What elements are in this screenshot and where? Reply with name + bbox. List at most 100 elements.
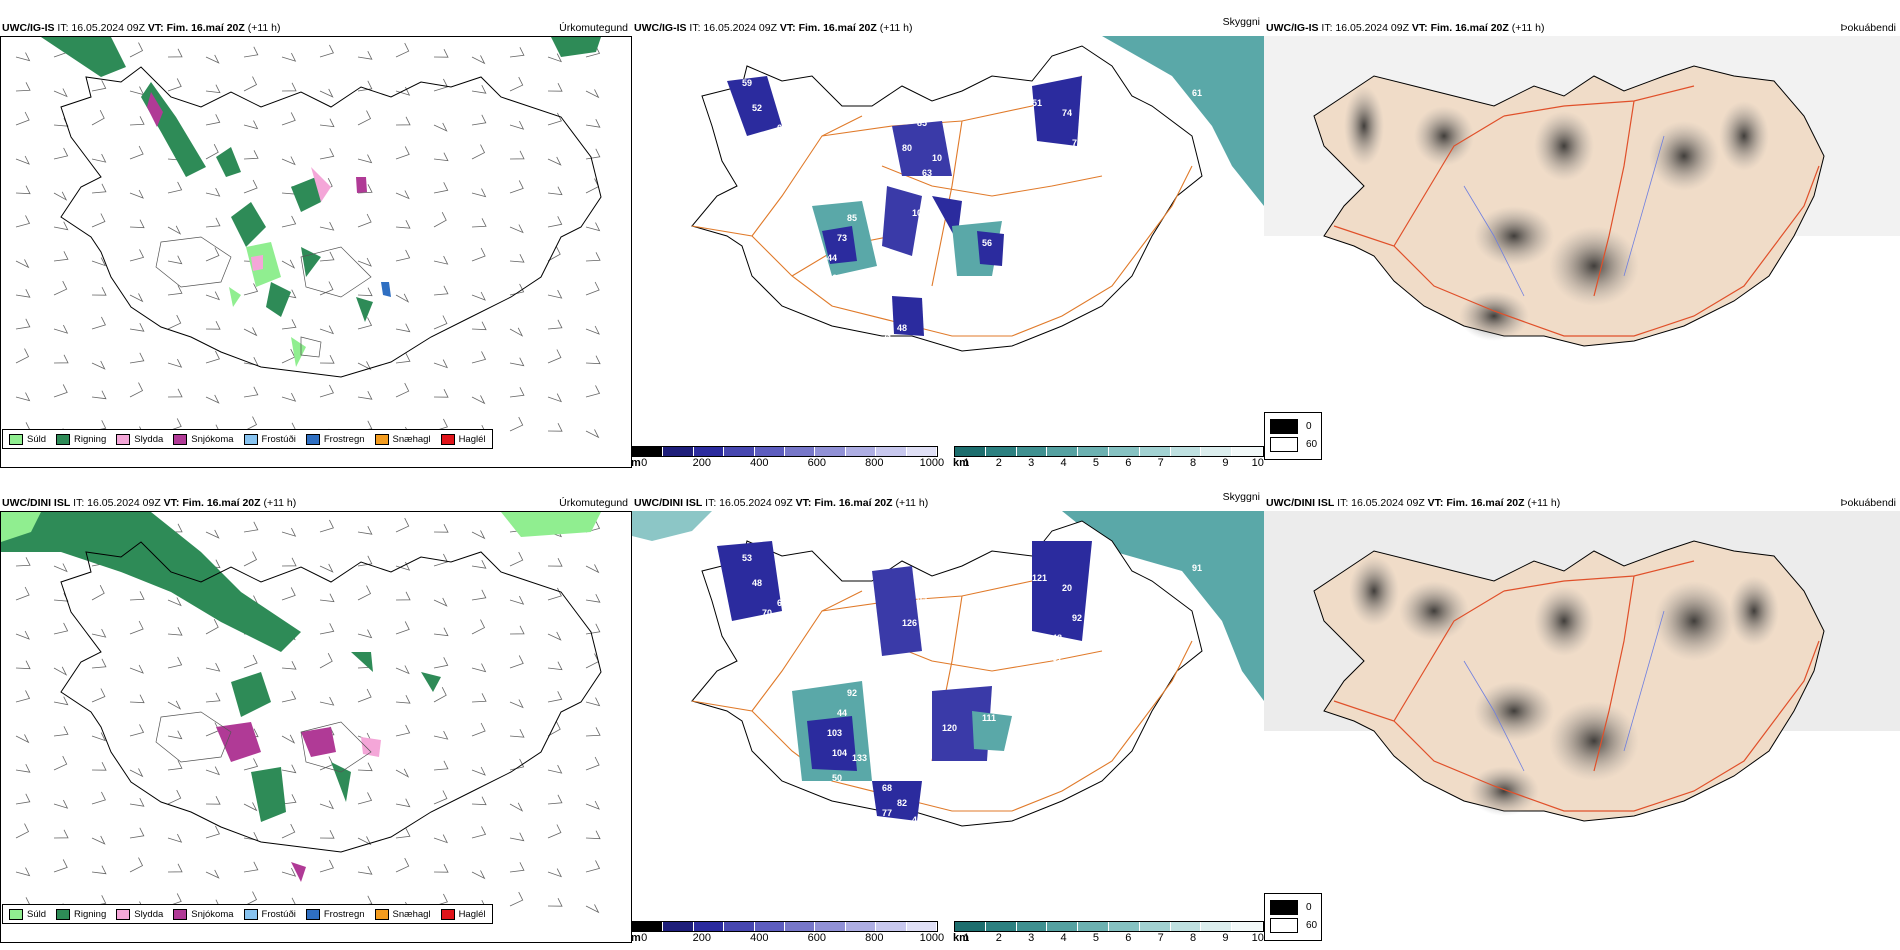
panel-title: Úrkomutegund bbox=[559, 22, 628, 34]
wind-barb bbox=[509, 224, 524, 234]
wind-barb bbox=[91, 360, 106, 370]
wind-barb bbox=[509, 655, 524, 669]
colorbar-segment bbox=[985, 447, 1017, 456]
fog-map bbox=[1264, 36, 1900, 446]
legend-swatch bbox=[56, 433, 71, 445]
wind-barb bbox=[547, 216, 563, 228]
wind-barb bbox=[205, 114, 221, 126]
colorbar-segment bbox=[754, 922, 786, 931]
colorbar-tick-label: 7 bbox=[1157, 932, 1164, 944]
wind-barb bbox=[585, 697, 601, 707]
wind-barb bbox=[547, 156, 562, 166]
visibility-value-label: 71 bbox=[882, 308, 892, 318]
visibility-value-label: 100 bbox=[912, 208, 927, 218]
wind-barb bbox=[357, 762, 373, 772]
legend-item-snaehagl: Snæhagl bbox=[374, 908, 431, 920]
wind-barb bbox=[91, 316, 106, 330]
legend-swatch bbox=[116, 433, 131, 445]
wind-barb bbox=[547, 868, 562, 878]
wind-barb bbox=[547, 83, 563, 92]
visibility-map: 53 48 70 68 94 92 78 92 44 108 93 120 111 103 104 133 50… bbox=[632, 511, 1264, 921]
colorbar-unit: m bbox=[631, 457, 641, 469]
wind-barb bbox=[281, 52, 297, 62]
legend-label: Frostúði bbox=[261, 908, 296, 920]
wind-barb bbox=[433, 687, 447, 703]
wind-barb bbox=[91, 153, 107, 163]
precip-type-panel: UWC/IG-IS IT: 16.05.2024 09Z VT: Fim. 16… bbox=[0, 14, 632, 472]
wind-barb bbox=[471, 55, 486, 65]
wind-barb bbox=[357, 287, 373, 297]
wind-barb bbox=[281, 259, 296, 269]
wind-barb bbox=[395, 146, 410, 160]
precip-legend: Súld Rigning Slydda Snjókoma Frostúði Fr… bbox=[2, 429, 493, 449]
init-time: IT: 16.05.2024 09Z bbox=[689, 22, 777, 34]
fog-panel: UWC/IG-IS IT: 16.05.2024 09Z VT: Fim. 16… bbox=[1264, 14, 1900, 472]
legend-item-frostregn: Frostregn bbox=[305, 433, 365, 445]
colorbar-tick-label: 5 bbox=[1092, 932, 1099, 944]
sea-fog-area bbox=[1102, 36, 1264, 206]
legend-item-rigning: Rigning bbox=[56, 908, 106, 920]
colorbar-segment bbox=[1139, 922, 1171, 931]
wind-barb bbox=[395, 323, 411, 333]
wind-barb bbox=[319, 88, 334, 98]
colorbar-segment bbox=[1047, 922, 1079, 931]
colorbar-segment bbox=[1201, 447, 1233, 456]
wind-barb bbox=[547, 349, 562, 364]
wind-barb bbox=[281, 348, 296, 364]
legend-label: Slydda bbox=[134, 433, 164, 445]
wind-barb bbox=[433, 834, 448, 844]
wind-barb bbox=[319, 830, 335, 839]
fog-shading bbox=[1349, 556, 1779, 816]
wind-barb bbox=[585, 860, 601, 873]
colorbar-tick-label: 400 bbox=[750, 457, 769, 469]
wind-barb bbox=[53, 696, 69, 706]
wind-barb bbox=[129, 857, 144, 873]
visibility-value-label: 93 bbox=[912, 683, 922, 693]
colorbar-tick-label: 2 bbox=[995, 932, 1002, 944]
legend-swatch bbox=[243, 433, 258, 445]
wind-barb bbox=[471, 85, 487, 94]
wind-barb bbox=[53, 563, 68, 573]
fog-swatch bbox=[1270, 419, 1298, 434]
visibility-colorbar: km 1 2 3 4 5 6 7 8 9 10 bbox=[953, 446, 1264, 469]
visibility-value-label: 53 bbox=[742, 553, 752, 563]
wind-barb bbox=[129, 219, 145, 229]
wind-barb bbox=[471, 188, 487, 198]
model-name: UWC/DINI ISL bbox=[1266, 497, 1335, 509]
wind-barb bbox=[15, 289, 31, 298]
wind-barb bbox=[15, 660, 31, 670]
wind-barb bbox=[509, 387, 525, 398]
valid-time: VT: Fim. 16.maí 20Z bbox=[779, 22, 877, 34]
height-colorbar-strip bbox=[632, 921, 938, 932]
wind-barb bbox=[547, 794, 563, 805]
visibility-value-label: 126 bbox=[902, 618, 917, 628]
wind-barb bbox=[319, 519, 334, 533]
colorbar-segment bbox=[1201, 922, 1233, 931]
legend-swatch bbox=[9, 433, 23, 445]
colorbar-tick-label: 3 bbox=[1028, 932, 1035, 944]
wind-barb bbox=[471, 291, 486, 301]
wind-barb bbox=[129, 827, 145, 839]
visibility-colorbar: km 1 2 3 4 5 6 7 8 9 10 bbox=[953, 921, 1264, 944]
wind-barb bbox=[547, 558, 563, 567]
wind-barb bbox=[585, 429, 600, 439]
wind-barb bbox=[243, 150, 259, 160]
wind-barb bbox=[395, 798, 411, 808]
wind-barb bbox=[167, 225, 182, 235]
wind-barb bbox=[167, 388, 183, 398]
wind-barb bbox=[585, 385, 601, 398]
wind-barb bbox=[433, 49, 449, 58]
wind-barb bbox=[585, 623, 601, 635]
wind-barb bbox=[547, 53, 562, 63]
wind-barb bbox=[281, 823, 296, 839]
precip-map bbox=[0, 36, 632, 468]
fog-legend-row: 0 bbox=[1270, 419, 1321, 434]
wind-barb bbox=[357, 792, 373, 805]
legend-label: Frostregn bbox=[323, 908, 365, 920]
colorbar-segment bbox=[1170, 447, 1202, 456]
colorbar-segment bbox=[693, 447, 725, 456]
wind-barb bbox=[129, 768, 144, 778]
panel-title: Úrkomutegund bbox=[559, 497, 628, 509]
wind-barb bbox=[395, 293, 410, 303]
colorbar-tick-label: 800 bbox=[865, 932, 884, 944]
